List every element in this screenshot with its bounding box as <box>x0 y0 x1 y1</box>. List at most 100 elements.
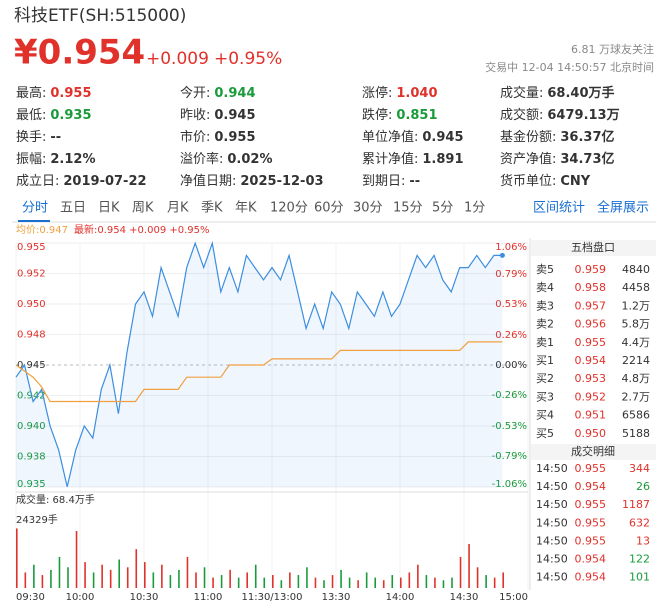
trade-price: 0.955 <box>575 498 607 511</box>
ob-price: 0.954 <box>575 354 607 367</box>
stat-value: CNY <box>560 174 590 189</box>
volume-bar <box>400 577 402 588</box>
ob-side: 卖4 <box>536 281 554 294</box>
volume-bar <box>75 531 78 588</box>
volume-bar <box>263 577 266 588</box>
volume-bar <box>161 564 163 588</box>
volume-bar <box>84 562 86 588</box>
volume-bar <box>357 580 359 588</box>
volume-bar <box>126 567 129 588</box>
stat-value: 2025-12-03 <box>240 174 323 189</box>
tab[interactable]: 120分 <box>270 201 308 216</box>
tab[interactable]: 5分 <box>432 201 453 216</box>
volume-bar <box>331 575 334 588</box>
stat: 市价: 0.955 <box>180 129 256 145</box>
panel-title: 成交明细 <box>571 444 615 458</box>
stat-value: 0.945 <box>214 108 255 123</box>
trade-price: 0.954 <box>575 480 607 493</box>
volume-bar <box>101 564 103 588</box>
stat: 成立日: 2019-07-22 <box>16 174 147 189</box>
ob-side: 卖1 <box>536 336 554 349</box>
stat: 今开: 0.944 <box>180 85 256 101</box>
ob-price: 0.959 <box>575 263 607 276</box>
tab[interactable]: 季K <box>201 201 223 216</box>
x-tick-label: 14:30 <box>450 592 479 603</box>
tab[interactable]: 分时 <box>22 201 48 216</box>
volume-bar <box>254 564 257 588</box>
trade-volume: 13 <box>636 534 650 547</box>
y2-tick-label: 0.00% <box>495 360 527 371</box>
tab[interactable]: 15分 <box>393 201 423 216</box>
tab[interactable]: 30分 <box>353 201 383 216</box>
ob-volume: 4840 <box>622 263 650 276</box>
trade-price: 0.954 <box>575 571 607 584</box>
tab[interactable]: 日K <box>98 201 120 216</box>
volume-bar <box>451 577 453 588</box>
volume-bar <box>50 569 52 588</box>
volume-bar <box>365 572 368 588</box>
ob-volume: 2.7万 <box>622 390 651 403</box>
stat: 货币单位: CNY <box>500 173 591 189</box>
stat-value: 0.955 <box>50 86 91 101</box>
volume-bar <box>203 567 206 588</box>
tab[interactable]: 周K <box>132 201 154 216</box>
volume-bar <box>459 556 462 588</box>
stat-label: 到期日: <box>362 174 405 189</box>
stat-value: 2019-07-22 <box>63 174 146 189</box>
title: 科技ETF(SH:515000) <box>14 6 186 26</box>
y2-tick-label: 0.26% <box>495 330 527 341</box>
tab[interactable]: 60分 <box>314 201 344 216</box>
panel-header <box>531 240 656 256</box>
tool[interactable]: 区间统计 <box>533 201 585 216</box>
stat-value: 6479.13万 <box>547 108 619 123</box>
ob-volume: 5.8万 <box>622 318 651 331</box>
volume-bar <box>442 580 445 588</box>
stat-value: 68.40万手 <box>547 85 614 101</box>
trade-price: 0.955 <box>575 516 607 529</box>
volume-bar <box>425 575 428 588</box>
last-point <box>499 252 505 258</box>
stat: 最高: 0.955 <box>16 85 92 101</box>
tool[interactable]: 全屏展示 <box>597 200 649 216</box>
stat: 跌停: 0.851 <box>362 107 438 123</box>
stat: 振幅: 2.12% <box>16 152 96 167</box>
y-tick-label: 0.945 <box>17 360 46 371</box>
trade-price: 0.955 <box>575 462 607 475</box>
volume-bar <box>41 575 44 588</box>
stat-label: 跌停: <box>362 107 392 123</box>
trade-volume: 344 <box>629 462 650 475</box>
stat-value: 0.851 <box>396 108 437 123</box>
stat-value: 36.37亿 <box>560 129 614 145</box>
y2-tick-label: -0.53% <box>492 421 527 432</box>
volume-bar <box>391 575 394 588</box>
stat-label: 成交额: <box>500 107 543 123</box>
avg-line <box>15 341 503 403</box>
tab[interactable]: 1分 <box>464 201 485 216</box>
y-tick-label: 0.935 <box>17 479 46 490</box>
tab[interactable]: 五日 <box>60 201 86 216</box>
ob-price: 0.955 <box>575 336 607 349</box>
ob-side: 卖2 <box>536 318 554 331</box>
tab[interactable]: 月K <box>167 201 189 216</box>
x-tick-label: 11:30/13:00 <box>241 592 302 603</box>
volume-bar <box>24 572 27 588</box>
panel-header <box>531 444 656 460</box>
volume-bar <box>382 580 385 588</box>
volume-bar <box>178 569 180 588</box>
stat-value: 34.73亿 <box>560 151 614 167</box>
stat-label: 货币单位: <box>500 173 556 189</box>
stat-label: 今开: <box>180 85 210 101</box>
y2-tick-label: -0.26% <box>492 390 527 401</box>
x-tick-label: 14:00 <box>386 592 415 603</box>
trade-volume: 26 <box>636 480 650 493</box>
stat-label: 基金份额: <box>500 129 556 145</box>
stat-label: 最低: <box>16 108 46 123</box>
ob-price: 0.952 <box>575 390 607 403</box>
y-tick-label: 0.948 <box>17 330 46 341</box>
volume-bar <box>502 572 504 588</box>
stat: 到期日: -- <box>362 174 420 189</box>
stat-label: 资产净值: <box>500 151 556 167</box>
tab[interactable]: 年K <box>235 201 257 216</box>
ob-side: 卖5 <box>536 263 554 276</box>
stat: 成交量: 68.40万手 <box>500 85 615 101</box>
